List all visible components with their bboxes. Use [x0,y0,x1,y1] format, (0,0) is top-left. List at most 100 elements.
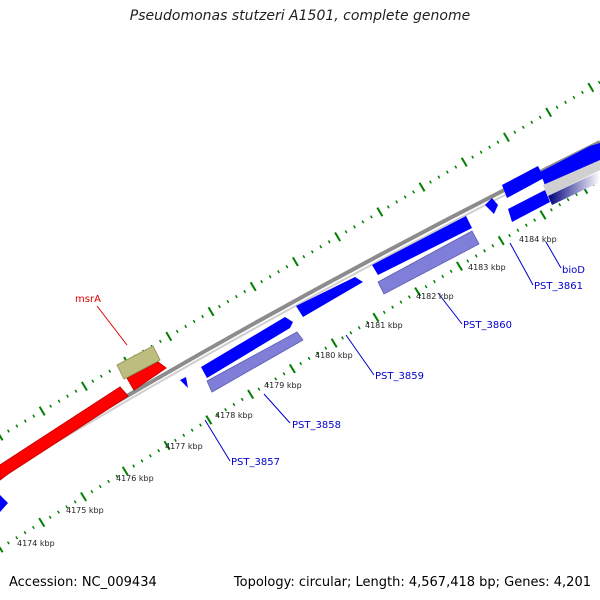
inner-ring-minor-tick [533,218,537,222]
pst-3857-leader-line [204,419,231,462]
inner-ring-major-tick [497,235,505,246]
ruler-label-4175: 4175 kbp [66,506,104,515]
inner-ring-minor-tick [341,336,344,340]
inner-ring-minor-tick [240,397,244,402]
msra-leader-line [96,305,128,346]
inner-ring-major-tick [414,287,422,297]
inner-ring-major-tick [80,491,88,502]
outer-ring-minor-tick [361,220,365,224]
cds-pst-3860-forward[interactable] [372,216,472,275]
outer-ring-minor-tick [218,304,221,309]
label-biod[interactable]: bioD [562,265,585,276]
outer-ring-minor-tick [454,165,458,169]
ruler-label-4178: 4178 kbp [215,411,253,420]
inner-ring-minor-tick [516,228,520,233]
label-pst-3859[interactable]: PST_3859 [375,371,424,382]
cds-top-right-gray[interactable] [543,160,600,196]
inner-ring-minor-tick [174,438,177,443]
outer-ring-minor-tick [538,115,542,119]
outer-ring-minor-tick [344,230,348,234]
ruler-label-4180: 4180 kbp [315,351,353,360]
inner-ring-minor-tick [574,192,578,197]
inner-ring-minor-tick [215,413,219,417]
inner-ring-major-tick [163,440,171,451]
inner-ring-minor-tick [407,295,411,299]
cds-pst-3858-reverse[interactable] [206,331,304,393]
inner-ring-minor-tick [524,223,528,227]
inner-ring-major-tick [247,389,255,400]
inner-ring-minor-tick [449,269,453,273]
outer-ring-minor-tick [496,140,500,144]
inner-ring-major-tick [121,466,129,476]
cds-pst-3860-reverse[interactable] [377,230,480,295]
outer-ring-major-tick [587,82,595,93]
ruler-label-4174: 4174 kbp [17,539,55,548]
outer-ring-major-tick [334,231,342,242]
inner-ring-major-tick [455,261,463,271]
cds-small-marker[interactable] [485,198,498,214]
inner-ring-minor-tick [441,274,445,279]
inner-ring-minor-tick [366,320,369,325]
inner-ring-minor-tick [73,500,77,504]
cds-pst-3861[interactable] [508,190,550,222]
outer-ring-major-tick [81,381,88,392]
inner-ring-major-tick [372,312,380,323]
inner-ring-minor-tick [399,300,403,304]
outer-ring-minor-tick [268,274,272,279]
outer-ring-minor-tick [285,265,289,269]
pst-3858-leader-line [263,393,291,424]
inner-ring-minor-tick [432,279,436,284]
inner-ring-minor-tick [257,387,261,391]
outer-ring-major-tick [545,107,553,118]
outer-ring-minor-tick [488,145,491,149]
ruler-label-4181: 4181 kbp [365,321,403,330]
outer-ring-minor-tick [277,269,280,274]
inner-ring-minor-tick [15,536,19,540]
label-pst-3860[interactable]: PST_3860 [463,320,512,331]
label-pst-3857[interactable]: PST_3857 [231,457,280,468]
inner-ring-minor-tick [549,208,553,212]
inner-ring-minor-tick [391,305,395,309]
cds-pst-3858-forward[interactable] [201,317,293,378]
outer-ring-minor-tick [513,130,517,134]
outer-ring-minor-tick [327,240,331,244]
ruler-label-4183: 4183 kbp [468,263,506,272]
pst-3861-leader-line [509,242,534,286]
outer-ring-minor-tick [201,314,204,319]
cds-top-right-3[interactable] [582,143,600,164]
outer-ring-major-tick [460,157,468,167]
inner-ring-minor-tick [224,407,227,412]
inner-ring-minor-tick [140,459,144,463]
inner-ring-major-tick [205,415,213,425]
outer-ring-major-tick [376,207,384,217]
outer-ring-minor-tick [572,95,576,100]
label-msra[interactable]: msrA [75,294,101,305]
label-pst-3858[interactable]: PST_3858 [292,420,341,431]
outer-ring-minor-tick [395,200,399,204]
outer-ring-minor-tick [234,294,238,299]
outer-ring-minor-tick [66,394,69,398]
inner-ring-minor-tick [65,505,69,509]
outer-ring-major-tick [38,406,46,416]
msra-other-feature[interactable] [116,345,161,380]
outer-ring-major-tick [249,281,257,292]
outer-ring-minor-tick [564,100,567,105]
msra-gene-arrow-2[interactable] [126,361,167,391]
inner-ring-minor-tick [157,448,161,453]
cds-top-right-1[interactable] [502,166,544,198]
cds-pst-3857[interactable] [180,377,188,388]
cds-fragment-left[interactable] [0,495,8,512]
inner-ring-minor-tick [349,331,353,335]
outer-ring-minor-tick [23,419,27,423]
inner-ring-minor-tick [48,515,52,519]
cds-biod[interactable] [548,171,600,205]
inner-ring-major-tick [539,210,547,220]
outer-ring-minor-tick [15,424,19,428]
outer-tick-ring [0,80,600,441]
inner-ring-major-tick [38,517,46,528]
inner-ring-minor-tick [316,351,319,355]
label-pst-3861[interactable]: PST_3861 [534,281,583,292]
outer-ring-minor-tick [49,404,53,408]
cds-pst-3859[interactable] [296,277,363,317]
msra-gene-arrow[interactable] [0,386,129,481]
